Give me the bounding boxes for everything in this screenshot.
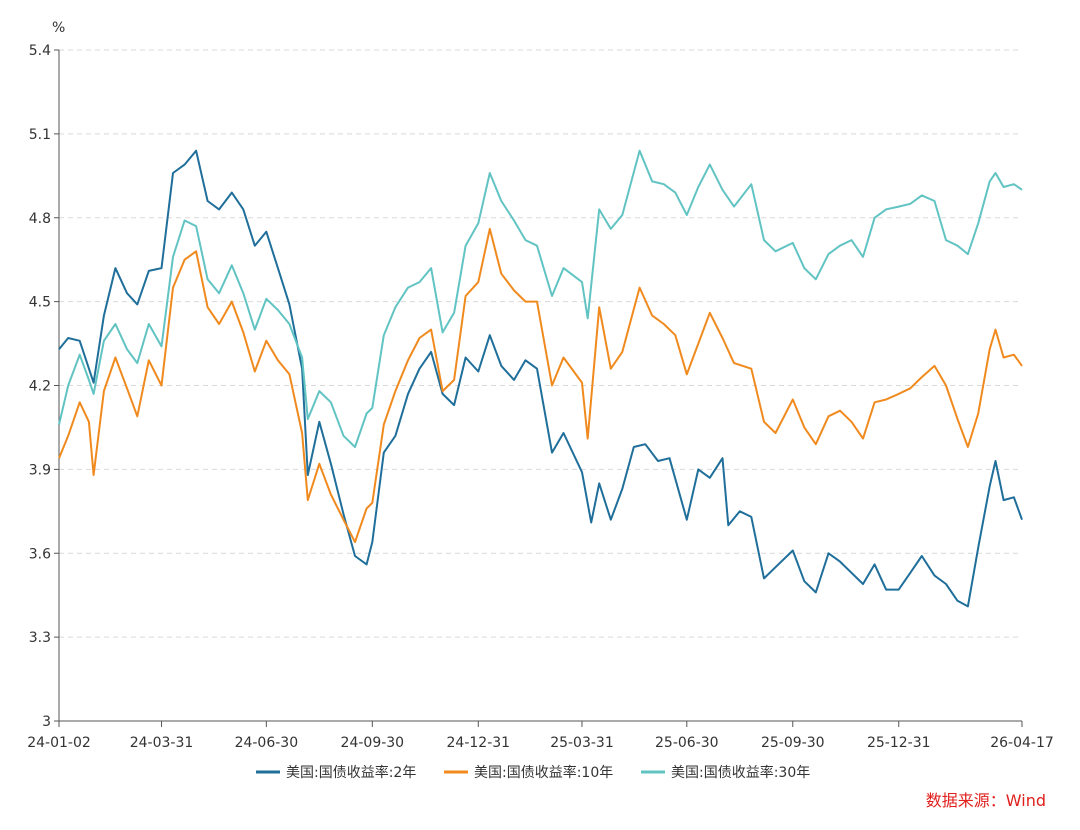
legend-label: 美国:国债收益率:10年 [474,764,613,781]
legend: 美国:国债收益率:2年 美国:国债收益率:10年 美国:国债收益率:30年 [256,764,810,781]
series-line-3 [58,149,1023,448]
x-tick-label: 24-12-31 [447,735,511,751]
series-line-2 [58,227,1023,544]
y-tick-label: 3.3 [29,630,51,646]
legend-label: 美国:国债收益率:30年 [671,764,810,781]
x-tick-label: 25-03-31 [550,735,614,751]
x-tick-label: 24-06-30 [235,735,299,751]
y-tick-label: 5.4 [29,43,51,59]
source-label: 数据来源：Wind [926,791,1046,810]
y-axis-unit-label: % [52,20,65,36]
y-tick-label: 5.1 [29,127,51,143]
y-tick-label: 3.9 [29,462,51,478]
x-tick-label: 26-04-17 [990,735,1054,751]
x-tick-label: 25-06-30 [655,735,719,751]
x-tick-label: 25-09-30 [761,735,825,751]
y-tick-label: 4.2 [29,379,51,395]
x-tick-label: 24-03-31 [130,735,194,751]
y-tick-label: 4.8 [29,211,51,227]
axes: 3 3.3 3.6 3.9 4.2 4.5 4.8 5.1 5.4 24-01-02 24-03-3… [27,43,1054,751]
x-tick-label: 24-09-30 [341,735,405,751]
y-tick-label: 4.5 [29,295,51,311]
y-tick-label: 3.6 [29,546,51,562]
series-lines [58,149,1023,608]
gridlines [59,49,1022,638]
legend-label: 美国:国债收益率:2年 [286,764,416,781]
series-line-1 [58,149,1023,608]
x-tick-label: 25-12-31 [867,735,931,751]
x-tick-label: 24-01-02 [27,735,91,751]
y-tick-label: 3 [42,714,51,730]
